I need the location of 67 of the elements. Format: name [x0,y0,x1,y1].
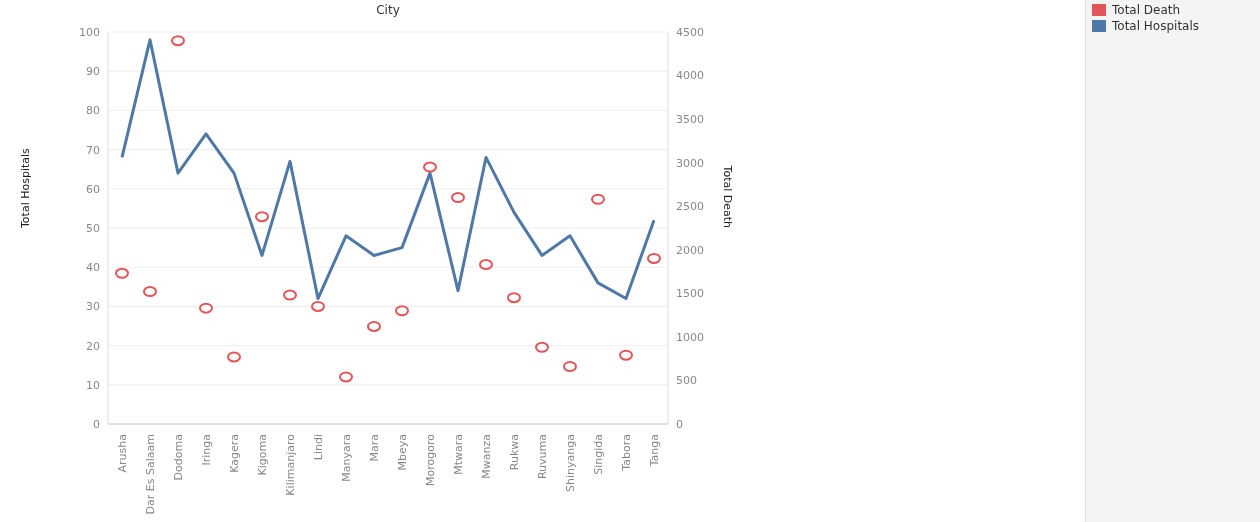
point [283,289,297,301]
y2-tick-label: 2500 [676,200,704,214]
legend-label: Total Death [1112,3,1181,17]
point [143,286,157,298]
x-tick-label: Lindi [311,434,325,461]
x-tick-label: Iringa [199,434,213,466]
x-tick-label: Mtwara [451,434,465,475]
point [479,259,493,271]
y-tick-label: 90 [86,65,100,79]
point [535,341,549,353]
y-tick-label: 10 [86,378,100,392]
y2-tick-label: 4000 [676,69,704,83]
x-tick-label: Mara [367,434,381,462]
point [171,35,185,47]
x-tick-label: Kagera [227,434,241,473]
point [423,161,437,173]
point [199,302,213,314]
x-tick-label: Rukwa [507,434,521,471]
y-tick-label: 80 [86,104,100,118]
point [563,361,577,373]
y-tick-label: 60 [86,182,100,196]
point [591,193,605,205]
y2-axis-title: Total Death [721,164,735,229]
point [311,300,325,312]
y2-tick-label: 1000 [676,330,704,344]
y-axis-title: Total Hospitals [18,147,32,229]
y2-tick-label: 500 [676,374,697,388]
x-tick-label: Dar Es Salaam [143,434,157,515]
y2-tick-label: 1500 [676,287,704,301]
line-series [120,38,656,301]
y-tick-label: 0 [93,417,100,431]
y-tick-label: 100 [79,25,100,39]
x-tick-label: Arusha [115,434,129,473]
x-tick-label: Tabora [619,434,633,472]
point [395,305,409,317]
x-tick-label: Ruvuma [535,434,549,480]
x-tick-label: Mbeya [395,434,409,471]
point [367,320,381,332]
point [115,267,129,279]
x-tick-label: Kilimanjaro [283,433,297,496]
y-tick-label: 20 [86,339,100,353]
y2-tick-label: 2000 [676,243,704,257]
y-tick-label: 50 [86,221,100,235]
point [255,211,269,223]
x-tick-label: Tanga [647,434,661,468]
y-tick-label: 70 [86,143,100,157]
x-tick-label: Singida [591,434,605,475]
x-axis-title: City [375,3,401,17]
x-tick-label: Morogoro [423,433,437,486]
point [619,349,633,361]
y2-tick-label: 4500 [676,25,704,39]
x-tick-label: Manyara [339,434,353,482]
x-tick-label: Kigoma [255,434,269,476]
y-tick-label: 40 [86,261,100,275]
x-tick-label: Shinyanga [563,434,577,492]
x-tick-label: Mwanza [479,434,493,479]
y-tick-label: 30 [86,300,100,314]
legend-label: Total Hospitals [1112,19,1200,33]
point [647,252,661,264]
point [451,192,465,204]
x-tick-label: Dodoma [171,434,185,481]
y2-tick-label: 3000 [676,156,704,170]
point [507,292,521,304]
y2-tick-label: 3500 [676,113,704,127]
point [339,371,353,383]
point [227,351,241,363]
y2-tick-label: 0 [676,417,683,431]
